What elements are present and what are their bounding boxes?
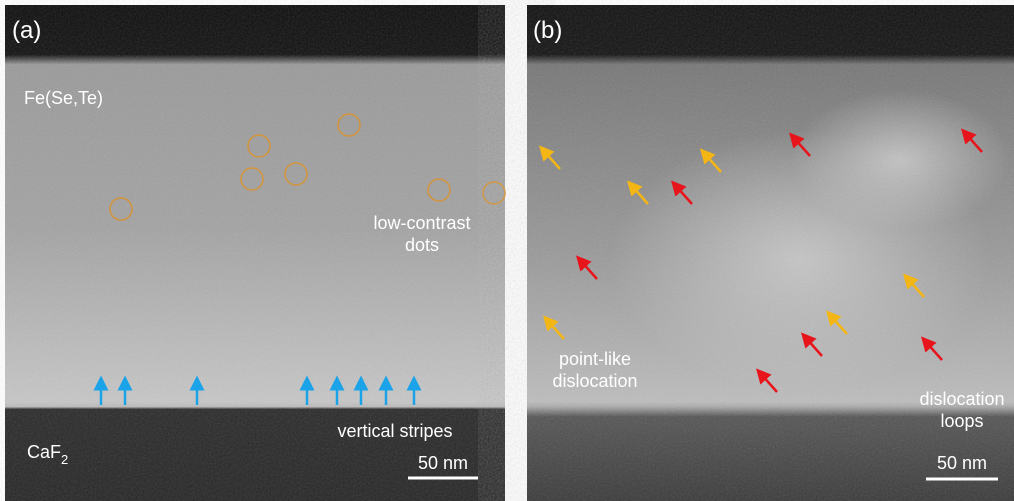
substrate-text: CaF [27, 442, 61, 462]
substrate-subscript: 2 [61, 452, 68, 467]
annotation-line: dots [405, 235, 439, 255]
annotation: vertical stripes [337, 421, 452, 441]
annotation-line: vertical stripes [337, 421, 452, 441]
panel-label: (b) [533, 17, 562, 44]
annotation-line: dislocation [552, 371, 637, 391]
film-label: Fe(Se,Te) [24, 88, 103, 108]
annotation-line: loops [940, 411, 983, 431]
scale-bar-label: 50 nm [937, 453, 987, 473]
panel-label: (a) [12, 17, 41, 44]
scale-bar-label: 50 nm [418, 453, 468, 473]
annotation-line: point-like [559, 349, 631, 369]
annotation-line: dislocation [919, 389, 1004, 409]
annotation-line: low-contrast [373, 213, 470, 233]
figure: (a) Fe(Se,Te) CaF2 low-contrastdots vert… [0, 0, 1014, 501]
